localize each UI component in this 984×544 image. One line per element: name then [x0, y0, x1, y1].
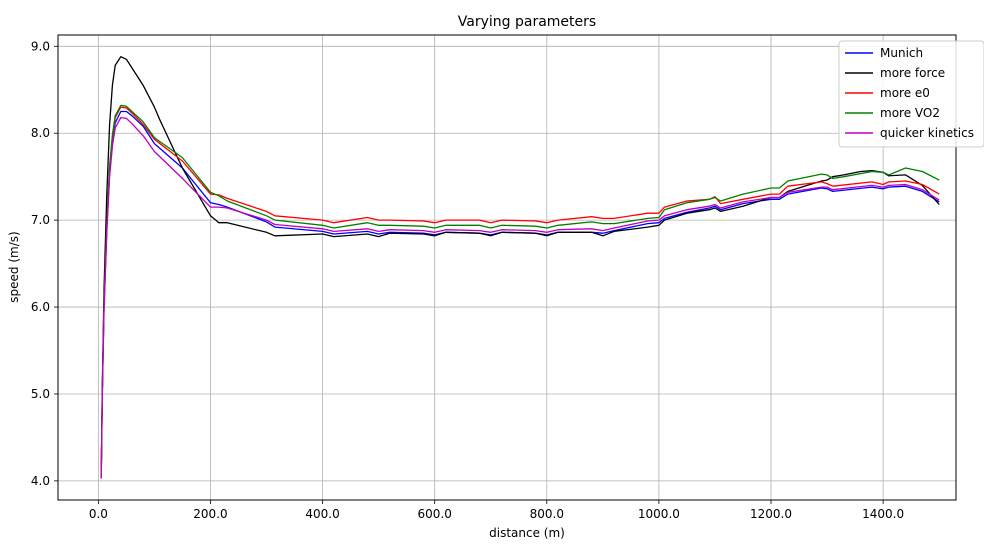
series-lines — [100, 56, 940, 479]
axis-ticks: 0.0 200.0 400.0 600.0 800.0 1000.0 1200.0 1400.… — [31, 39, 904, 521]
y-tick-label: 4.0 — [31, 474, 50, 488]
y-tick-label: 6.0 — [31, 300, 50, 314]
chart-title: Varying parameters — [458, 14, 596, 30]
grid-lines — [58, 35, 956, 500]
x-tick-label: 1400.0 — [862, 507, 904, 521]
legend-box — [838, 40, 984, 148]
x-tick-label: 200.0 — [193, 507, 227, 521]
x-tick-label: 400.0 — [305, 507, 339, 521]
series-line-more-e0 — [100, 106, 940, 479]
x-tick-label: 1200.0 — [750, 507, 792, 521]
y-tick-label: 5.0 — [31, 387, 50, 401]
y-tick-label: 9.0 — [31, 39, 50, 53]
x-axis-label: distance (m) — [489, 526, 565, 540]
y-tick-label: 8.0 — [31, 126, 50, 140]
plot-frame — [57, 34, 957, 501]
y-tick-label: 7.0 — [31, 213, 50, 227]
x-tick-label: 800.0 — [530, 507, 564, 521]
legend-label: more force — [880, 66, 945, 80]
y-axis-label: speed (m/s) — [7, 231, 21, 302]
legend-label: Munich — [880, 46, 923, 60]
series-line-munich — [100, 110, 940, 479]
series-line-quicker-kinetics — [100, 116, 940, 479]
legend-label: more VO2 — [880, 106, 940, 120]
legend: Munich more force more e0 more VO2 quicker k… — [838, 40, 984, 148]
x-tick-label: 0.0 — [89, 507, 108, 521]
x-tick-label: 1000.0 — [638, 507, 680, 521]
series-line-more-force — [100, 56, 940, 479]
legend-label: quicker kinetics — [880, 126, 974, 140]
x-tick-label: 600.0 — [418, 507, 452, 521]
legend-label: more e0 — [880, 86, 930, 100]
series-line-more-vo2 — [100, 104, 940, 479]
